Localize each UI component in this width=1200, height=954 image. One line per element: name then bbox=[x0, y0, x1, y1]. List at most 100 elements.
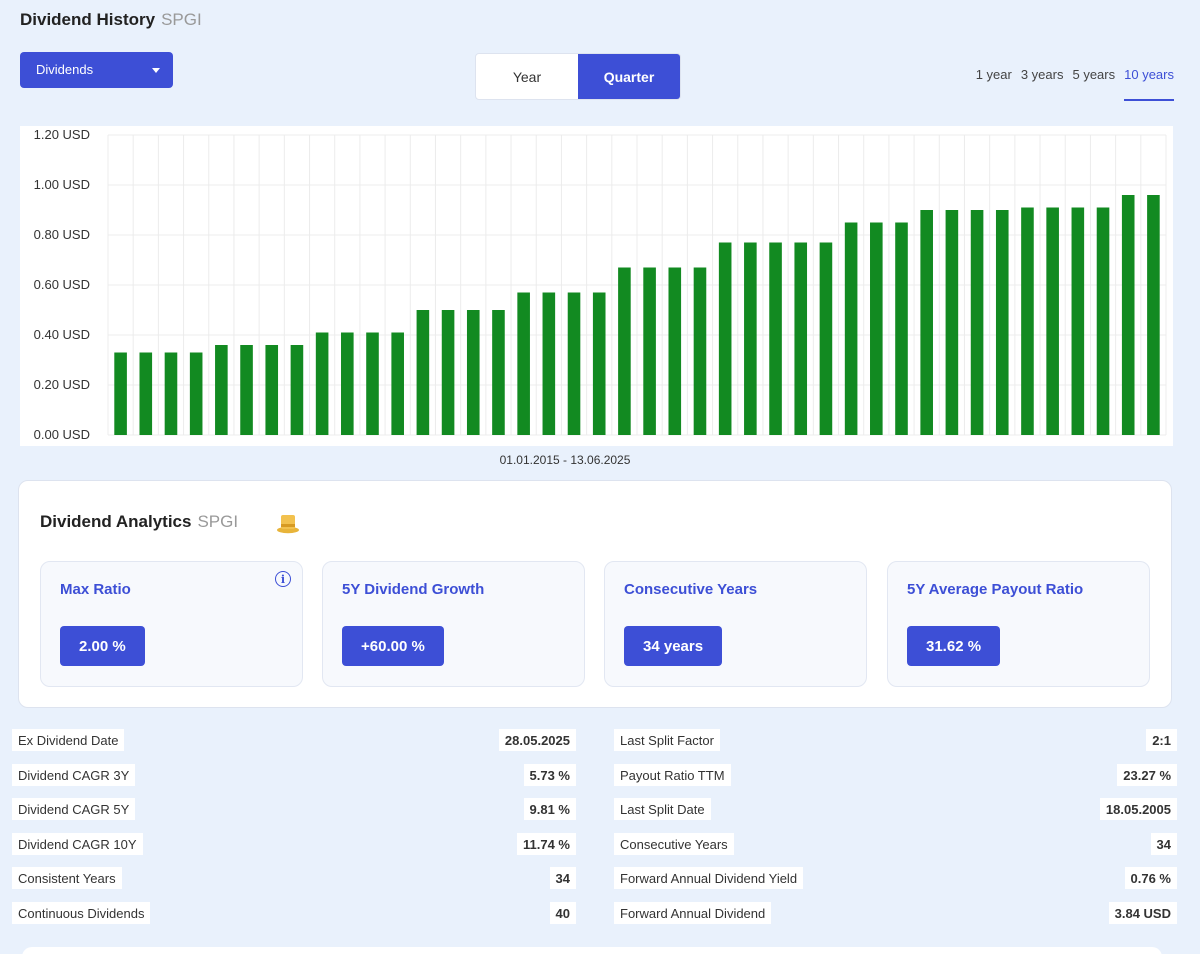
stat-value: 11.74 % bbox=[517, 833, 576, 855]
metric-value: 2.00 % bbox=[60, 626, 145, 666]
stat-label: Forward Annual Dividend bbox=[614, 902, 772, 924]
dividend-bar[interactable] bbox=[769, 242, 782, 436]
stat-value: 5.73 % bbox=[523, 764, 576, 786]
metric-card-max-ratio: Max Ratio i 2.00 % bbox=[40, 561, 303, 687]
metric-dropdown[interactable]: Dividends bbox=[20, 52, 173, 88]
dividend-bar[interactable] bbox=[718, 242, 732, 436]
y-tick-label: 1.00 USD bbox=[34, 177, 90, 192]
range-tab-3-years[interactable]: 3 years bbox=[1020, 67, 1064, 82]
metric-value: 34 years bbox=[624, 626, 723, 666]
dividend-bar[interactable] bbox=[139, 352, 153, 436]
period-option-year[interactable]: Year bbox=[512, 68, 542, 85]
stat-row-consecutive-years: Consecutive Years 34 bbox=[614, 833, 1177, 855]
dividend-bar[interactable] bbox=[341, 332, 354, 436]
metric-card-5y-average-payout-ratio: 5Y Average Payout Ratio 31.62 % bbox=[887, 561, 1150, 687]
stat-value: 2:1 bbox=[1146, 729, 1177, 751]
dividend-bar[interactable] bbox=[668, 267, 682, 436]
dividend-bar[interactable] bbox=[265, 345, 279, 435]
dividend-bar[interactable] bbox=[592, 292, 606, 436]
dividend-bar[interactable] bbox=[693, 267, 707, 436]
stat-value: 34 bbox=[1150, 833, 1177, 855]
y-tick-label: 1.20 USD bbox=[34, 127, 90, 142]
next-panel-edge bbox=[22, 947, 1162, 954]
analytics-ticker: SPGI bbox=[197, 512, 239, 531]
dividend-bar[interactable] bbox=[995, 210, 1009, 435]
dividend-bar[interactable] bbox=[240, 345, 253, 435]
dividend-bar[interactable] bbox=[416, 310, 430, 435]
period-option-quarter[interactable]: Quarter bbox=[578, 54, 680, 99]
stat-value: 18.05.2005 bbox=[1099, 798, 1177, 820]
dividend-bar[interactable] bbox=[290, 345, 304, 435]
dividend-chart-svg: 0.00 USD 0.20 USD 0.40 USD 0.60 USD 0.80 USD… bbox=[34, 127, 1167, 442]
range-tabs: 1 year 3 years 5 years 10 years bbox=[967, 67, 1174, 101]
analytics-title-text: Dividend Analytics bbox=[40, 512, 192, 531]
dividend-bar[interactable] bbox=[970, 210, 984, 435]
dividend-bar[interactable] bbox=[945, 210, 959, 435]
stat-label: Continuous Dividends bbox=[12, 902, 151, 924]
stat-label: Consistent Years bbox=[12, 867, 122, 889]
stat-row-last-split-factor: Last Split Factor 2:1 bbox=[614, 729, 1177, 751]
dividend-bar[interactable] bbox=[844, 222, 858, 436]
dividend-bar[interactable] bbox=[920, 210, 933, 435]
dividend-bar[interactable] bbox=[492, 310, 505, 435]
stat-label: Last Split Factor bbox=[614, 729, 720, 751]
dividend-analytics-panel: Dividend Analytics SPGI Max Ratio i 2.00 … bbox=[18, 480, 1172, 708]
range-tab-10-years[interactable]: 10 years bbox=[1124, 67, 1174, 101]
metric-value: 31.62 % bbox=[907, 626, 1001, 666]
dividend-bar[interactable] bbox=[1021, 207, 1034, 436]
dividend-bar[interactable] bbox=[542, 292, 556, 436]
dividend-bar[interactable] bbox=[1096, 207, 1110, 436]
metric-card-consecutive-years: Consecutive Years 34 years bbox=[604, 561, 867, 687]
metric-value: +60.00 % bbox=[342, 626, 444, 666]
dividend-bar[interactable] bbox=[1046, 207, 1059, 436]
stat-label: Dividend CAGR 10Y bbox=[12, 833, 143, 855]
dividend-bar[interactable] bbox=[567, 292, 581, 436]
metric-dropdown-label: Dividends bbox=[36, 62, 94, 77]
stat-label: Ex Dividend Date bbox=[12, 729, 125, 751]
metric-label: 5Y Dividend Growth bbox=[342, 581, 485, 598]
stat-label: Forward Annual Dividend Yield bbox=[614, 867, 804, 889]
stat-value: 40 bbox=[549, 902, 576, 924]
stat-value: 34 bbox=[549, 867, 576, 889]
dividend-bar[interactable] bbox=[391, 332, 404, 436]
dividend-bar[interactable] bbox=[366, 332, 379, 436]
stat-row-continuous-dividends: Continuous Dividends 40 bbox=[12, 902, 576, 924]
caret-down-icon bbox=[152, 68, 160, 73]
dividend-bar[interactable] bbox=[1147, 195, 1160, 435]
stat-row-payout-ratio-ttm: Payout Ratio TTM 23.27 % bbox=[614, 764, 1177, 786]
info-icon[interactable]: i bbox=[275, 571, 291, 587]
dividend-bar[interactable] bbox=[819, 242, 833, 436]
range-tab-1-year[interactable]: 1 year bbox=[975, 67, 1012, 82]
stat-row-forward-annual-dividend-yield: Forward Annual Dividend Yield 0.76 % bbox=[614, 867, 1177, 889]
dividend-bar[interactable] bbox=[517, 292, 530, 436]
dividend-bar[interactable] bbox=[164, 352, 178, 436]
dividend-bar[interactable] bbox=[794, 242, 808, 436]
metric-label: 5Y Average Payout Ratio bbox=[907, 581, 1084, 598]
stat-value: 0.76 % bbox=[1124, 867, 1177, 889]
page-title-text: Dividend History bbox=[20, 10, 156, 29]
dividend-bar[interactable] bbox=[895, 222, 908, 436]
dividend-bar[interactable] bbox=[618, 267, 631, 436]
stat-value: 28.05.2025 bbox=[498, 729, 576, 751]
dividend-bar[interactable] bbox=[315, 332, 329, 436]
dividend-bar[interactable] bbox=[466, 310, 480, 435]
stat-row-ex-dividend-date: Ex Dividend Date 28.05.2025 bbox=[12, 729, 576, 751]
top-hat-icon bbox=[277, 515, 299, 534]
dividend-bar[interactable] bbox=[744, 242, 757, 436]
dividend-bar[interactable] bbox=[1071, 207, 1085, 436]
dividend-bar[interactable] bbox=[215, 345, 228, 435]
stat-label: Dividend CAGR 5Y bbox=[12, 798, 136, 820]
stat-label: Consecutive Years bbox=[614, 833, 734, 855]
dividend-bar[interactable] bbox=[114, 352, 127, 436]
metric-label: Consecutive Years bbox=[624, 581, 758, 598]
dividend-bar[interactable] bbox=[441, 310, 455, 435]
analytics-title: Dividend Analytics SPGI bbox=[40, 512, 238, 532]
dividend-bar[interactable] bbox=[1121, 195, 1135, 435]
range-tab-5-years[interactable]: 5 years bbox=[1072, 67, 1116, 82]
dividend-bar[interactable] bbox=[189, 352, 203, 436]
stat-row-dividend-cagr-10y: Dividend CAGR 10Y 11.74 % bbox=[12, 833, 576, 855]
stat-value: 23.27 % bbox=[1117, 764, 1177, 786]
stat-row-last-split-date: Last Split Date 18.05.2005 bbox=[614, 798, 1177, 820]
dividend-bar[interactable] bbox=[870, 222, 883, 436]
dividend-bar[interactable] bbox=[643, 267, 656, 436]
